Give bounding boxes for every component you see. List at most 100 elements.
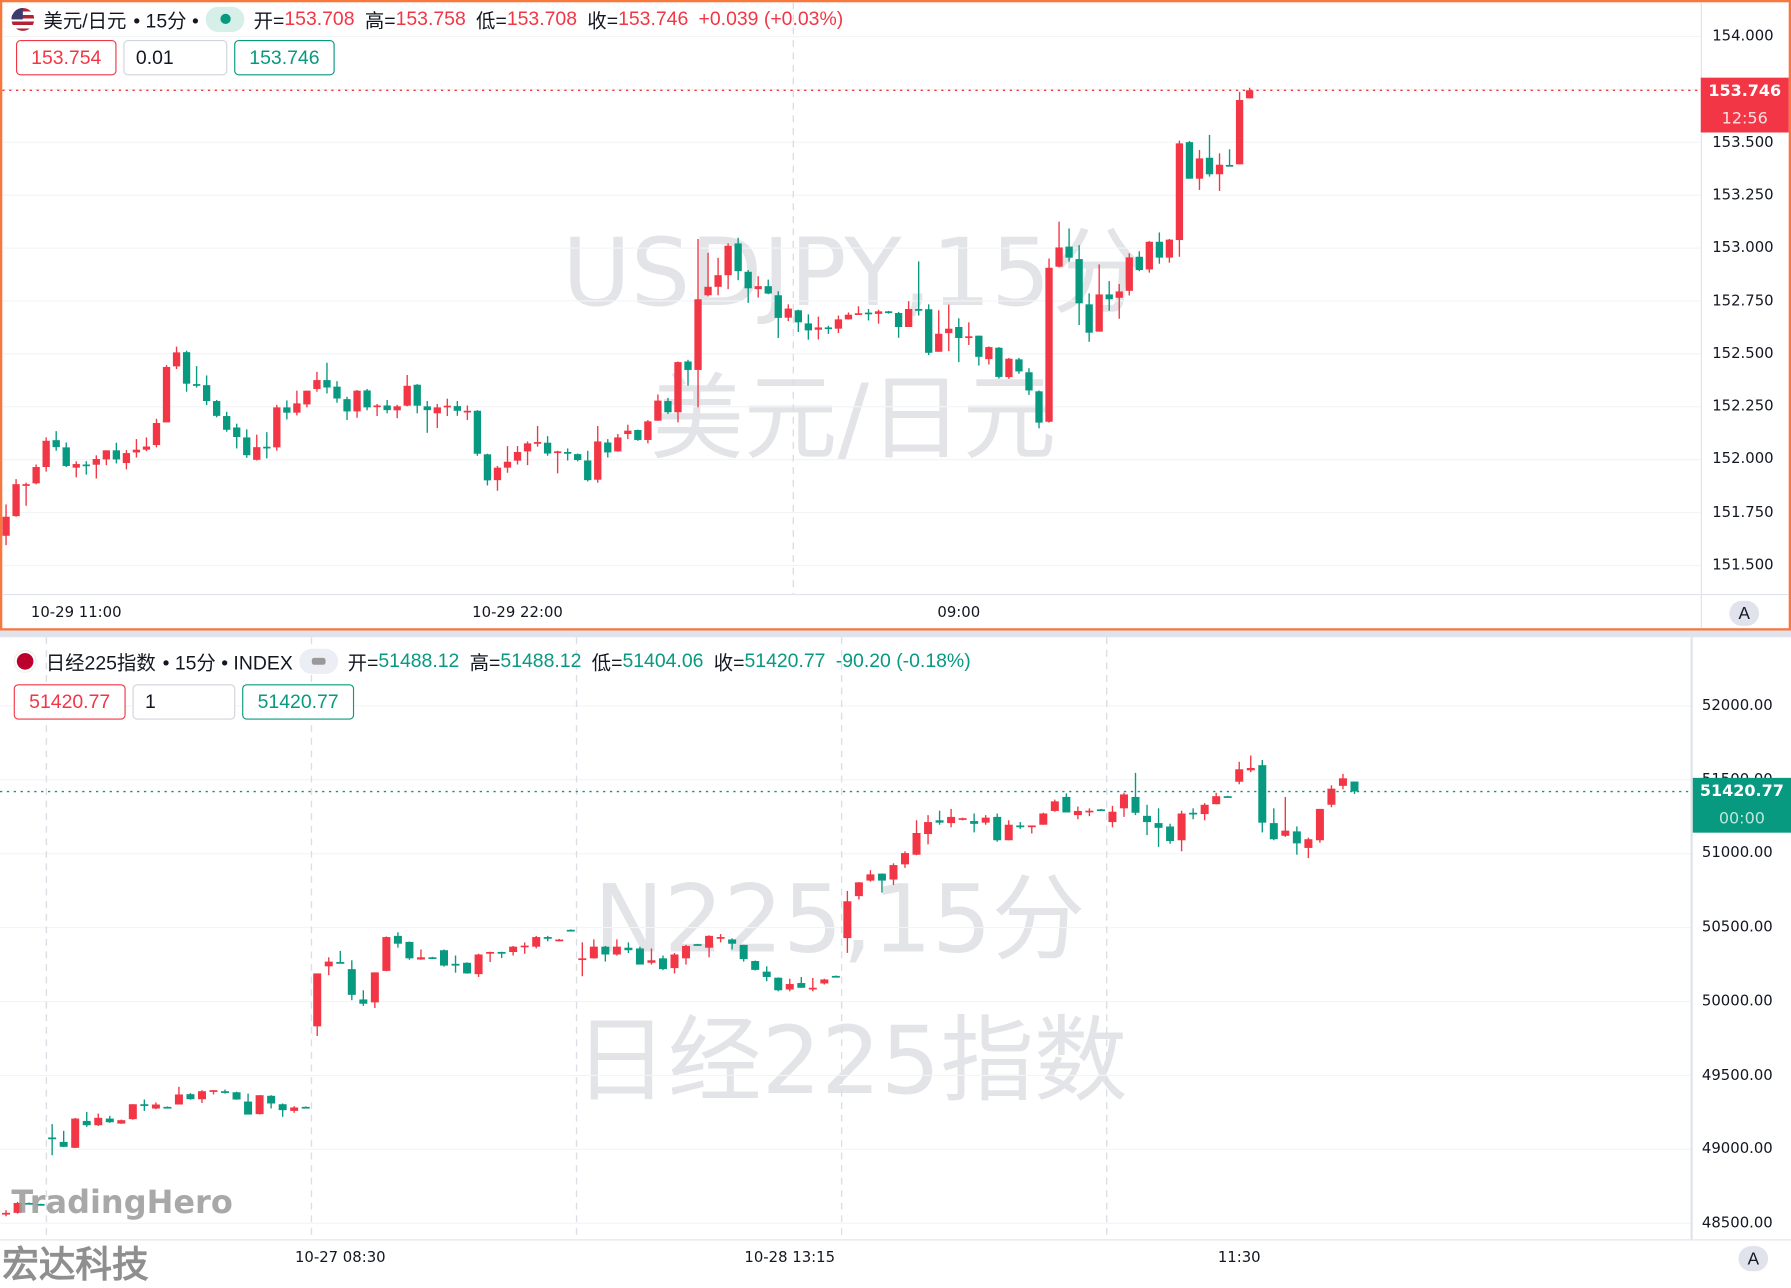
- auto-scale-button[interactable]: A: [1729, 600, 1760, 626]
- low-value: 153.708: [506, 7, 578, 30]
- candle: [785, 978, 794, 992]
- candle-body: [290, 1107, 299, 1111]
- high-label: 高=: [364, 10, 396, 32]
- japan-flag-icon[interactable]: [13, 649, 37, 673]
- candle-body: [804, 323, 813, 331]
- candle-body: [1177, 813, 1186, 841]
- candle: [223, 411, 231, 432]
- quantity-input[interactable]: 1: [132, 684, 236, 720]
- candle-body: [313, 380, 321, 389]
- candle: [36, 1203, 45, 1206]
- buy-button[interactable]: 153.746: [234, 39, 335, 76]
- candle: [1055, 221, 1063, 268]
- candle-body: [728, 939, 737, 944]
- candle: [566, 929, 575, 932]
- candle-body: [614, 437, 622, 452]
- sell-button[interactable]: 51420.77: [13, 684, 126, 720]
- candle-body: [955, 326, 963, 338]
- candle: [970, 813, 979, 833]
- candle: [405, 941, 414, 960]
- interval-label[interactable]: • 15分 • INDEX: [162, 652, 293, 674]
- candle: [644, 420, 652, 444]
- candle-body: [981, 817, 990, 823]
- candle: [520, 942, 529, 954]
- symbol-name[interactable]: 日经225指数: [45, 652, 156, 674]
- candle: [313, 973, 322, 1036]
- candle: [283, 400, 291, 420]
- candle: [904, 301, 913, 327]
- candle-body: [1175, 143, 1184, 241]
- candle: [843, 890, 852, 953]
- candle-body: [353, 390, 361, 412]
- symbol-name[interactable]: 美元/日元: [43, 10, 127, 32]
- candle-body: [82, 1120, 91, 1126]
- candle: [293, 390, 301, 416]
- us-flag-icon[interactable]: [11, 7, 35, 31]
- candle-body: [253, 447, 261, 460]
- candle: [383, 399, 391, 414]
- buy-button[interactable]: 51420.77: [242, 684, 355, 720]
- candle: [62, 442, 70, 468]
- candle: [128, 1104, 137, 1120]
- candle: [25, 1202, 34, 1205]
- candle-body: [1131, 796, 1140, 813]
- candle: [1073, 806, 1082, 820]
- candle: [584, 450, 592, 482]
- n225-chart-pane[interactable]: N225,15分 日经225指数 52000.0051500.0051000.0…: [0, 637, 1791, 1276]
- candle-body: [428, 957, 437, 960]
- candle: [564, 448, 572, 461]
- candle-body: [866, 874, 875, 881]
- candle-body: [163, 1106, 172, 1109]
- usdjpy-chart-pane[interactable]: USDJPY,15分 美元/日元 154.000153.750153.50015…: [0, 0, 1791, 631]
- candle: [182, 350, 191, 392]
- interval-label[interactable]: • 15分 •: [133, 10, 199, 32]
- candle-body: [797, 983, 806, 988]
- candle: [151, 1102, 160, 1110]
- candle: [172, 346, 181, 370]
- candle: [483, 453, 492, 486]
- candle-body: [674, 362, 682, 413]
- pane-separator[interactable]: [0, 630, 1791, 638]
- candle: [2, 1210, 11, 1217]
- sell-button[interactable]: 153.754: [15, 39, 117, 76]
- candle: [303, 390, 311, 408]
- candle: [1246, 755, 1255, 773]
- candle: [762, 966, 771, 982]
- candle-body: [985, 347, 993, 360]
- candle: [333, 381, 341, 403]
- candle: [1200, 803, 1209, 821]
- candle-body: [724, 245, 732, 276]
- auto-scale-button[interactable]: A: [1738, 1246, 1769, 1272]
- candle: [473, 410, 482, 456]
- candle: [794, 309, 802, 333]
- candle-body: [1235, 100, 1244, 165]
- candle-body: [509, 946, 518, 952]
- candle-body: [1304, 839, 1313, 848]
- candle-body: [714, 275, 722, 287]
- candle-body: [1095, 294, 1103, 332]
- candle-body: [62, 447, 70, 466]
- candle-body: [263, 446, 271, 449]
- candle: [1155, 232, 1164, 264]
- candle-body: [1055, 247, 1063, 267]
- candle: [353, 390, 361, 418]
- price-tick-label: 51000.00: [1701, 845, 1773, 863]
- candle: [324, 957, 333, 976]
- candle: [594, 425, 602, 483]
- candle: [343, 396, 351, 421]
- candle: [1189, 808, 1198, 820]
- candle-body: [209, 1090, 218, 1092]
- candle-body: [1115, 291, 1123, 298]
- candle-body: [682, 945, 691, 959]
- usdjpy-candles-plot[interactable]: [2, 2, 1701, 594]
- candle-body: [704, 286, 712, 296]
- n225-candles-plot[interactable]: [0, 637, 1691, 1240]
- candle: [1096, 808, 1105, 812]
- candle: [694, 238, 702, 408]
- candle: [808, 977, 817, 992]
- candle-body: [94, 1117, 103, 1126]
- candle: [423, 401, 431, 433]
- candle-body: [784, 308, 792, 318]
- quantity-input[interactable]: 0.01: [123, 39, 228, 76]
- candle: [1292, 826, 1301, 855]
